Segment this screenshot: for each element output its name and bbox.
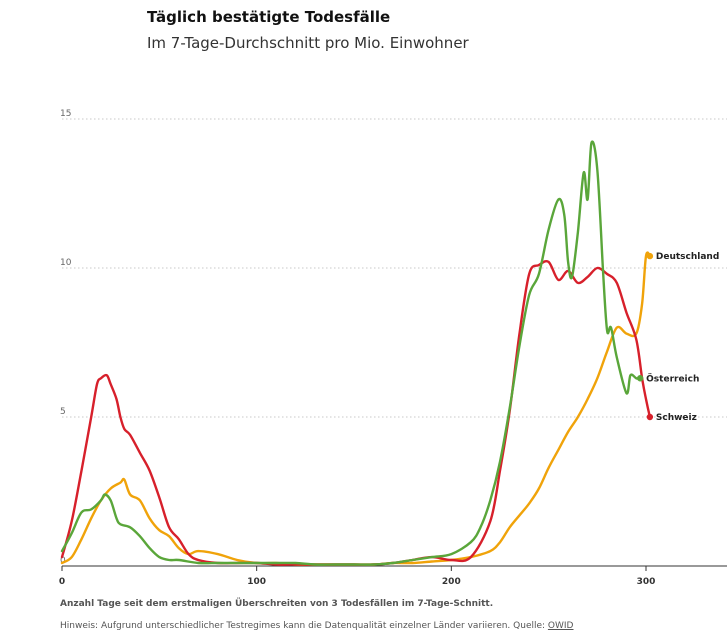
x-axis: 0 100 200 300: [59, 565, 727, 587]
series-end-dot-oesterreich: [636, 375, 644, 382]
gridlines: [62, 118, 727, 418]
series-label-schweiz: Schweiz: [656, 413, 697, 423]
x-tick-label: 0: [59, 577, 65, 587]
x-axis-title: Anzahl Tage seit dem erstmaligen Übersch…: [60, 599, 494, 609]
y-tick-label: 5: [60, 407, 66, 417]
series-label-oesterreich: Österreich: [646, 373, 699, 384]
y-tick-label: 15: [60, 109, 71, 119]
series-end-dot-schweiz: [646, 413, 654, 421]
series-end-dot-deutschland: [646, 252, 654, 260]
line-chart: 0 5 10 15 0 100 200 300 Deutschland Schweiz Öste…: [59, 109, 727, 587]
x-tick-label: 200: [442, 577, 461, 587]
x-tick-label: 100: [247, 577, 266, 587]
y-tick-label: 0: [60, 556, 66, 566]
series-lines: [60, 140, 654, 566]
series-line-deutschland: [60, 251, 652, 566]
series-line-oesterreich: [60, 140, 642, 566]
chart-subtitle: Im 7-Tage-Durchschnitt pro Mio. Einwohne…: [147, 34, 469, 52]
x-tick-label: 300: [637, 577, 656, 587]
series-label-deutschland: Deutschland: [656, 252, 719, 262]
source-note: Hinweis: Aufgrund unterschiedlicher Test…: [60, 621, 574, 631]
y-axis-ticks: 0 5 10 15: [60, 109, 72, 566]
chart-title: Täglich bestätigte Todesfälle: [147, 8, 391, 26]
source-link[interactable]: OWID: [547, 621, 574, 631]
series-end-labels: Deutschland Schweiz Österreich: [646, 252, 719, 423]
y-tick-label: 10: [60, 258, 72, 268]
note-text: Hinweis: Aufgrund unterschiedlicher Test…: [60, 621, 548, 631]
